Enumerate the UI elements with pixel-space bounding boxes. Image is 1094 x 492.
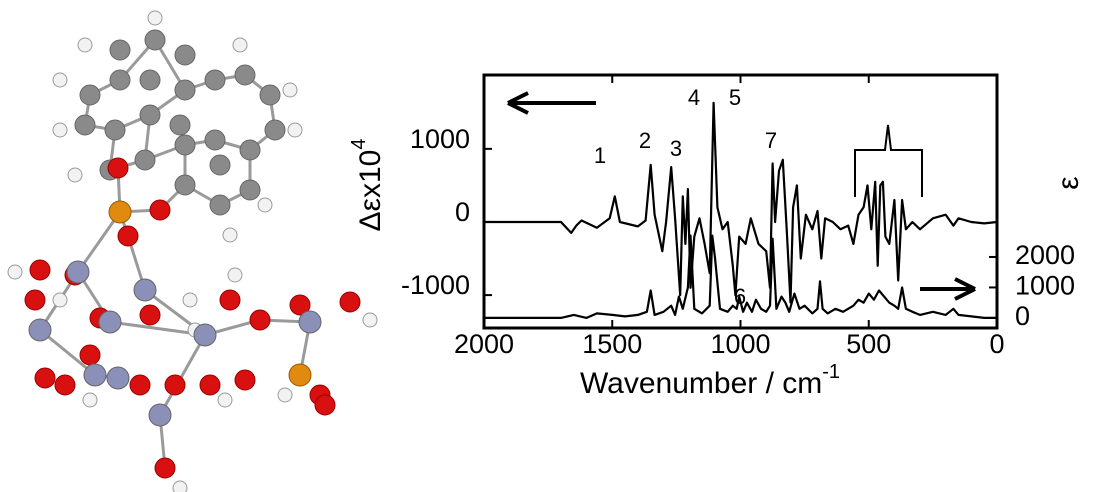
x-tick-label: 0 (989, 329, 1004, 359)
left-axis-arrow (507, 91, 596, 115)
peak-label: 6 (734, 284, 746, 309)
y-axis-label-exponent: 4 (348, 139, 370, 150)
right-axis-arrow (920, 277, 976, 301)
peak-label: 5 (729, 85, 741, 110)
molecule-model (7, 10, 378, 492)
plot-area (484, 101, 998, 319)
x-tick-label: 500 (846, 329, 891, 359)
peak-label: 2 (639, 128, 651, 153)
peak-label: 1 (594, 143, 606, 168)
y2-tick-label: 2000 (1015, 240, 1075, 270)
x-tick-label: 1500 (582, 329, 642, 359)
y-tick-label: -1000 (401, 270, 470, 300)
spectrum-line (484, 234, 997, 319)
y-axis-label-text: Δεx10 (354, 150, 387, 232)
y-tick-label: 0 (455, 197, 470, 227)
y2-axis-label: ε (1052, 176, 1085, 189)
y-tick-label: 1000 (410, 124, 470, 154)
peak-label: 7 (765, 128, 777, 153)
x-tick-label: 2000 (454, 329, 514, 359)
y2-tick-label: 1000 (1015, 271, 1075, 301)
peak-label: 3 (670, 136, 682, 161)
x-axis-label-exponent: -1 (822, 361, 840, 383)
x-tick-label: 1000 (710, 329, 770, 359)
y2-tick-label: 0 (1015, 301, 1030, 331)
x-axis-label-text: Wavenumber / cm (580, 367, 822, 400)
y-axis-label: Δεx104 (348, 139, 387, 232)
spectrum-line (484, 101, 998, 304)
x-axis-label: Wavenumber / cm-1 (580, 361, 840, 400)
peak-label: 4 (688, 85, 700, 110)
region-bracket (854, 124, 923, 197)
